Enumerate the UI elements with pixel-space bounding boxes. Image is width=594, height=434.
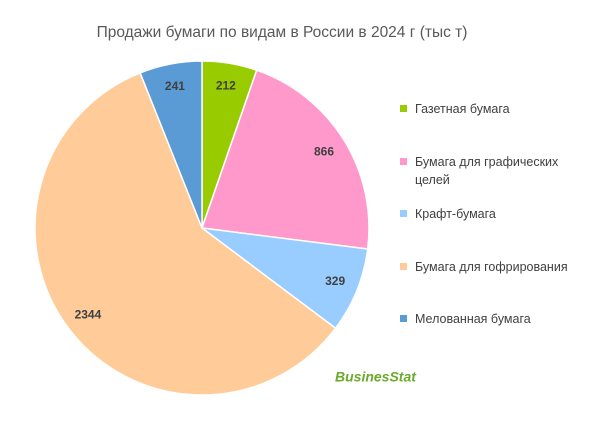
legend-item: Газетная бумага (400, 100, 580, 118)
legend-swatch (400, 315, 407, 322)
legend-label: Газетная бумага (415, 102, 510, 116)
legend-swatch (400, 210, 407, 217)
data-label: 329 (325, 274, 345, 288)
legend-swatch (400, 158, 407, 165)
pie-slice (139, 60, 203, 229)
data-label: 212 (216, 79, 236, 93)
legend-item: Бумага для гофрирования (400, 258, 580, 276)
legend-label: Мелованная бумага (415, 312, 531, 326)
pie-slice (34, 71, 337, 396)
data-label: 866 (314, 144, 334, 158)
legend-item: Бумага для графических целей (400, 153, 580, 189)
legend-label: Бумага для гофрирования (415, 260, 568, 274)
logo: BusinesStat (335, 369, 417, 385)
legend-swatch (400, 263, 407, 270)
legend-item: Крафт-бумага (400, 205, 580, 223)
legend-label: Бумага для графических целей (415, 155, 559, 187)
legend-swatch (400, 105, 407, 112)
legend-item: Мелованная бумага (400, 310, 580, 328)
pie-slice (200, 69, 370, 250)
data-label: 241 (165, 79, 185, 93)
data-label: 2344 (75, 307, 102, 321)
chart-title: Продажи бумаги по видам в России в 2024 … (97, 24, 468, 41)
pie-slice (199, 226, 369, 330)
legend-label: Крафт-бумага (415, 207, 496, 221)
